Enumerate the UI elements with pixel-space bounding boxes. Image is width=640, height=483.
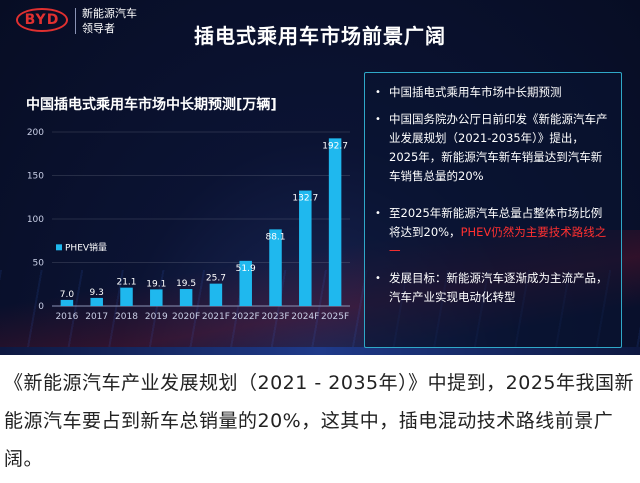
info-item-3-highlight: PHEV仍然为主要技术路线之一 — [389, 225, 607, 258]
bullet-icon: • — [375, 208, 381, 219]
x-tick-label: 2024F — [291, 312, 319, 322]
info-item-3: • 至2025年新能源汽车总量占整体市场比例将达到20%，PHEV仍然为主要技术… — [375, 204, 611, 261]
bar — [90, 297, 103, 306]
y-tick-label: 50 — [33, 259, 45, 269]
y-tick-label: 100 — [27, 215, 44, 225]
slide-bottom-bar — [0, 347, 640, 355]
x-tick-label: 2018 — [115, 312, 138, 322]
y-tick-label: 150 — [27, 172, 44, 182]
legend-swatch — [56, 244, 62, 251]
legend-label: PHEV销量 — [65, 241, 107, 253]
slide-title: 插电式乘用车市场前景广阔 — [194, 24, 446, 48]
bar — [328, 138, 342, 306]
info-item-3-text: 至2025年新能源汽车总量占整体市场比例将达到20%， — [389, 206, 603, 239]
bar — [239, 260, 252, 306]
y-tick-label: 200 — [27, 128, 44, 138]
y-tick-label: 0 — [38, 302, 44, 312]
bullet-icon: • — [375, 273, 381, 284]
data-label: 88.1 — [265, 232, 285, 242]
bar-chart: 0 50 100 150 200 7.0 2016 9.3 2017 21.1 2018 19.1 20… — [27, 128, 350, 322]
data-label: 7.0 — [60, 290, 75, 300]
data-label: 192.7 — [322, 141, 348, 151]
info-panel: • 中国插电式乘用车市场中长期预测 • 中国国务院办公厅日前印发《新能源汽车产业… — [364, 72, 622, 348]
bar — [150, 289, 163, 306]
bar — [299, 190, 312, 306]
brand-slogan: 新能源汽车 领导者 — [82, 6, 137, 36]
bar — [60, 299, 74, 306]
info-item-4: • 发展目标：新能源汽车逐渐成为主流产品，汽车产业实现电动化转型 — [375, 269, 611, 307]
x-tick-label: 2019 — [145, 312, 168, 322]
bar — [209, 283, 223, 306]
article-caption: 《新能源汽车产业发展规划（2021 - 2035年）》中提到，2025年我国新能… — [4, 372, 634, 470]
bullet-icon: • — [375, 87, 381, 98]
data-label: 19.1 — [146, 279, 166, 289]
info-list: • 中国插电式乘用车市场中长期预测 • 中国国务院办公厅日前印发《新能源汽车产业… — [365, 73, 621, 307]
data-label: 9.3 — [90, 288, 104, 298]
data-label: 25.7 — [206, 274, 226, 284]
data-label: 132.7 — [292, 194, 318, 204]
byd-logo: BYD — [16, 8, 68, 32]
x-tick-label: 2025F — [321, 312, 349, 322]
data-label: 51.9 — [236, 264, 256, 274]
slogan-line-2: 领导者 — [82, 22, 115, 35]
x-tick-label: 2016 — [55, 312, 78, 322]
info-item-1: • 中国插电式乘用车市场中长期预测 — [375, 83, 611, 102]
logo-divider — [75, 8, 76, 34]
x-tick-label: 2020F — [172, 312, 200, 322]
bar — [269, 229, 282, 306]
x-tick-label: 2022F — [232, 312, 260, 322]
info-item-2-text: 中国国务院办公厅日前印发《新能源汽车产业发展规划（2021-2035年）》提出，… — [389, 112, 608, 183]
x-tick-label: 2021F — [202, 312, 230, 322]
x-tick-label: 2017 — [85, 312, 108, 322]
x-tick-label: 2023F — [261, 312, 289, 322]
info-item-4-text: 发展目标：新能源汽车逐渐成为主流产品，汽车产业实现电动化转型 — [389, 271, 608, 304]
bar — [120, 287, 133, 306]
bar — [179, 289, 193, 306]
info-item-2: • 中国国务院办公厅日前印发《新能源汽车产业发展规划（2021-2035年）》提… — [375, 110, 611, 186]
bullet-icon: • — [375, 114, 381, 125]
data-label: 21.1 — [116, 278, 136, 288]
slide: BYD 新能源汽车 领导者 插电式乘用车市场前景广阔 中国插电式乘用车市场中长期… — [0, 0, 640, 355]
slogan-line-1: 新能源汽车 — [82, 7, 137, 20]
chart-title: 中国插电式乘用车市场中长期预测[万辆] — [26, 97, 277, 113]
data-label: 19.5 — [176, 279, 196, 289]
info-item-1-text: 中国插电式乘用车市场中长期预测 — [389, 85, 562, 99]
